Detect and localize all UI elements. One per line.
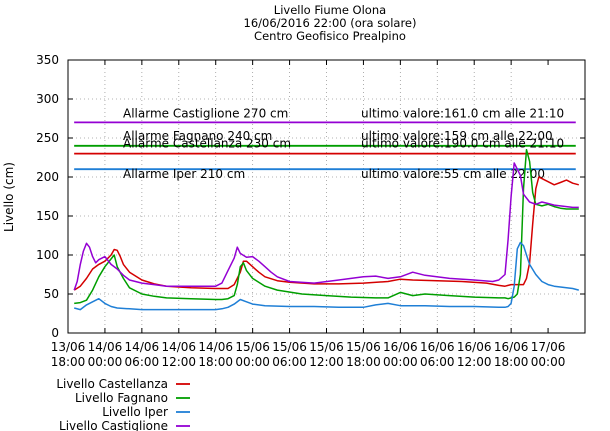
series-line [74, 241, 579, 311]
x-tick-label-time: 00:00 [531, 355, 566, 369]
series-line [74, 148, 579, 305]
x-tick-label-date: 14/06 [125, 340, 160, 354]
x-tick-label-date: 16/06 [420, 340, 455, 354]
series-line [73, 162, 579, 291]
threshold-label: Allarme Fagnano 240 cm [123, 129, 272, 143]
legend-label: Livello Iper [102, 405, 168, 419]
x-tick-label-date: 15/06 [272, 340, 307, 354]
threshold-last-value: ultimo valore:190.0 cm alle 21:10 [361, 137, 564, 151]
y-tick-label: 150 [36, 209, 59, 223]
x-tick-label-time: 00:00 [88, 355, 123, 369]
y-tick-label: 300 [36, 92, 59, 106]
legend-label: Livello Fagnano [75, 391, 168, 405]
x-tick-label-date: 17/06 [531, 340, 566, 354]
x-tick-label-date: 13/06 [51, 340, 86, 354]
x-tick-label-time: 18:00 [346, 355, 381, 369]
x-tick-label-time: 18:00 [198, 355, 233, 369]
x-tick-label-time: 18:00 [494, 355, 529, 369]
y-tick-label: 100 [36, 248, 59, 262]
x-tick-label-time: 06:00 [125, 355, 160, 369]
y-tick-label: 50 [44, 287, 59, 301]
chart-title-line-2: 16/06/2016 22:00 (ora solare) [244, 16, 417, 30]
threshold-label: Allarme Castellanza 230 cm [123, 137, 291, 151]
chart-title: Livello Fiume Olona 16/06/2016 22:00 (or… [244, 3, 417, 43]
x-tick-label-date: 16/06 [383, 340, 418, 354]
x-tick-label-time: 12:00 [309, 355, 344, 369]
threshold-last-value: ultimo valore:161.0 cm alle 21:10 [361, 106, 564, 120]
grid [68, 60, 585, 333]
x-tick-label-date: 16/06 [457, 340, 492, 354]
x-tick-label-date: 16/06 [494, 340, 529, 354]
x-tick-label-date: 14/06 [161, 340, 196, 354]
y-tick-label: 200 [36, 170, 59, 184]
x-tick-label-time: 12:00 [161, 355, 196, 369]
x-tick-label-time: 12:00 [457, 355, 492, 369]
x-tick-label-time: 18:00 [51, 355, 86, 369]
series-lines [73, 148, 579, 311]
threshold-last-value: ultimo valore:159 cm alle 22:00 [361, 129, 553, 143]
threshold-label: Allarme Castiglione 270 cm [123, 106, 288, 120]
x-axis: 13/0618:0014/0600:0014/0606:0014/0612:00… [51, 60, 566, 369]
x-tick-label-time: 00:00 [383, 355, 418, 369]
threshold-label: Allarme Iper 210 cm [123, 167, 245, 181]
legend-label: Livello Castellanza [56, 377, 168, 391]
x-tick-label-date: 14/06 [88, 340, 123, 354]
x-tick-label-date: 14/06 [198, 340, 233, 354]
series-line [73, 176, 579, 291]
x-tick-label-time: 06:00 [272, 355, 307, 369]
chart-title-line-1: Livello Fiume Olona [274, 3, 386, 17]
y-tick-label: 0 [51, 326, 59, 340]
threshold-last-value: ultimo valore:55 cm alle 22:00 [361, 167, 545, 181]
x-tick-label-time: 00:00 [235, 355, 270, 369]
y-tick-label: 350 [36, 53, 59, 67]
x-tick-label-date: 15/06 [309, 340, 344, 354]
chart-title-line-3: Centro Geofisico Prealpino [254, 29, 406, 43]
legend-label: Livello Castiglione [59, 419, 168, 431]
y-axis: 0 50 100 150 200 250 300 350 [36, 53, 585, 340]
x-tick-label-date: 15/06 [346, 340, 381, 354]
threshold-lines: Allarme Castiglione 270 cm ultimo valore:… [74, 106, 576, 181]
y-tick-label: 250 [36, 131, 59, 145]
x-tick-label-date: 15/06 [235, 340, 270, 354]
y-axis-label: Livello (cm) [2, 162, 16, 232]
x-tick-label-time: 06:00 [420, 355, 455, 369]
